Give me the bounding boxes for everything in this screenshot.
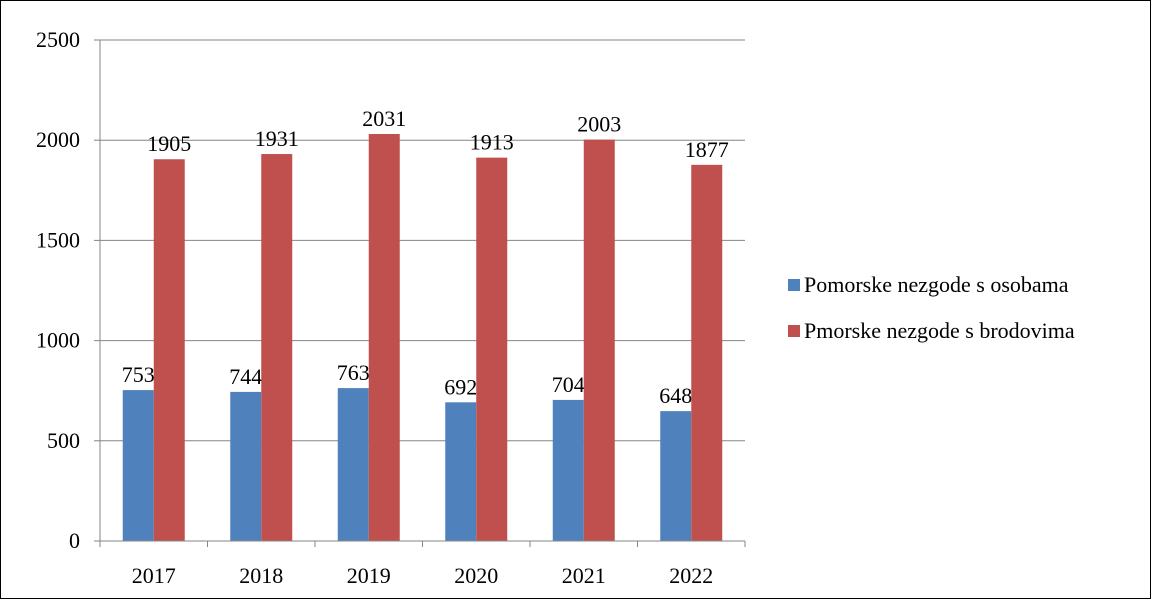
data-label: 2003 [577, 112, 621, 137]
y-tick-label: 2500 [36, 27, 80, 52]
data-label: 2031 [362, 106, 406, 131]
legend-label: Pmorske nezgode s brodovima [804, 318, 1075, 343]
y-tick-label: 500 [47, 428, 80, 453]
x-tick-label: 2022 [669, 563, 713, 588]
data-label: 692 [444, 374, 477, 399]
y-tick-label: 1500 [36, 227, 80, 252]
bar [261, 154, 293, 542]
y-tick-label: 0 [69, 528, 80, 553]
bar [445, 402, 477, 541]
bar [337, 388, 369, 541]
data-label: 1931 [255, 126, 299, 151]
x-tick-label: 2021 [562, 563, 606, 588]
bar [476, 157, 508, 541]
x-tick-label: 2020 [454, 563, 498, 588]
bar [153, 159, 185, 541]
legend-swatch [788, 325, 800, 337]
y-tick-label: 2000 [36, 127, 80, 152]
x-tick-label: 2019 [347, 563, 391, 588]
data-label: 763 [337, 360, 370, 385]
bar [583, 139, 615, 541]
x-tick-label: 2018 [239, 563, 283, 588]
data-label: 648 [659, 383, 692, 408]
data-label: 1877 [685, 137, 729, 162]
legend-swatch [788, 279, 800, 291]
data-label: 744 [229, 364, 262, 389]
bar [691, 164, 723, 542]
data-label: 1905 [147, 131, 191, 156]
x-tick-label: 2017 [132, 563, 176, 588]
data-label: 753 [122, 362, 155, 387]
legend-label: Pomorske nezgode s osobama [804, 272, 1069, 297]
bar [122, 390, 154, 541]
data-label: 1913 [470, 130, 514, 155]
bar [368, 133, 400, 541]
data-label: 704 [552, 372, 585, 397]
bar [230, 391, 262, 541]
y-tick-label: 1000 [36, 328, 80, 353]
bar [552, 399, 584, 541]
bar [660, 411, 692, 541]
